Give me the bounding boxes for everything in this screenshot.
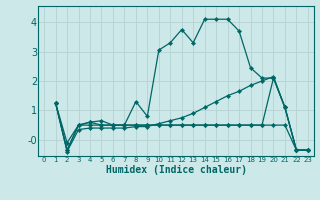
X-axis label: Humidex (Indice chaleur): Humidex (Indice chaleur) (106, 165, 246, 175)
